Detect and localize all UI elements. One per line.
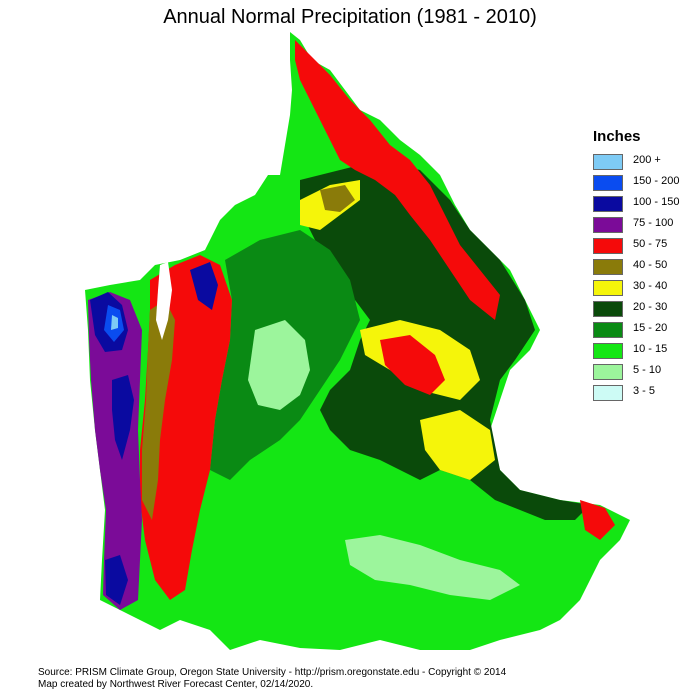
legend-swatch bbox=[593, 322, 623, 338]
legend-label: 200 + bbox=[633, 154, 661, 166]
puget-sound bbox=[156, 262, 172, 340]
source-line: Source: PRISM Climate Group, Oregon Stat… bbox=[38, 667, 507, 678]
credit-line: Map created by Northwest River Forecast … bbox=[38, 679, 314, 690]
region-200-plus bbox=[111, 315, 118, 330]
region-100-150-cascades bbox=[190, 262, 218, 310]
legend-swatch bbox=[593, 385, 623, 401]
region-50-75-north bbox=[295, 40, 500, 320]
legend-label: 40 - 50 bbox=[633, 259, 668, 271]
legend-item: 200 + bbox=[593, 153, 700, 174]
region-75-100-coast bbox=[88, 292, 142, 610]
legend-label: 20 - 30 bbox=[633, 301, 668, 313]
legend-item: 3 - 5 bbox=[593, 384, 700, 405]
legend-swatch bbox=[593, 280, 623, 296]
legend-swatch bbox=[593, 364, 623, 380]
region-100-150-coast bbox=[112, 375, 134, 460]
legend-item: 40 - 50 bbox=[593, 258, 700, 279]
legend-label: 3 - 5 bbox=[633, 385, 656, 397]
legend-label: 150 - 200 bbox=[633, 175, 680, 187]
legend-item: 10 - 15 bbox=[593, 342, 700, 363]
source-note: Source: PRISM Climate Group, Oregon Stat… bbox=[38, 667, 506, 691]
legend-items: 200 + 150 - 200 100 - 150 75 - 100 50 - 75 40… bbox=[593, 153, 700, 405]
legend-swatch bbox=[593, 238, 623, 254]
region-40-50-north bbox=[320, 185, 355, 212]
region-40-50-valley bbox=[142, 300, 175, 520]
map-title: Annual Normal Precipitation (1981 - 2010… bbox=[163, 6, 537, 28]
region-100-150-south bbox=[105, 555, 128, 605]
legend-swatch bbox=[593, 301, 623, 317]
legend-swatch bbox=[593, 154, 623, 170]
region-50-75-central bbox=[380, 335, 445, 395]
legend-label: 30 - 40 bbox=[633, 280, 668, 292]
legend-item: 30 - 40 bbox=[593, 279, 700, 300]
legend-swatch bbox=[593, 259, 623, 275]
legend: Inches 200 + 150 - 200 100 - 150 75 - 100 50… bbox=[593, 128, 700, 405]
legend-label: 100 - 150 bbox=[633, 196, 680, 208]
legend-item: 150 - 200 bbox=[593, 174, 700, 195]
legend-item: 15 - 20 bbox=[593, 321, 700, 342]
region-5-10-south bbox=[345, 535, 520, 600]
legend-swatch bbox=[593, 217, 623, 233]
region-50-75-se bbox=[580, 500, 615, 540]
legend-label: 50 - 75 bbox=[633, 238, 668, 250]
legend-label: 10 - 15 bbox=[633, 343, 668, 355]
legend-swatch bbox=[593, 196, 623, 212]
legend-item: 20 - 30 bbox=[593, 300, 700, 321]
legend-swatch bbox=[593, 343, 623, 359]
legend-label: 5 - 10 bbox=[633, 364, 662, 376]
legend-title: Inches bbox=[593, 128, 641, 145]
legend-item: 100 - 150 bbox=[593, 195, 700, 216]
region-30-40-se bbox=[420, 410, 495, 480]
legend-swatch bbox=[593, 175, 623, 191]
legend-label: 15 - 20 bbox=[633, 322, 668, 334]
legend-item: 50 - 75 bbox=[593, 237, 700, 258]
region-5-10 bbox=[248, 320, 310, 410]
legend-item: 75 - 100 bbox=[593, 216, 700, 237]
legend-label: 75 - 100 bbox=[633, 217, 674, 229]
legend-item: 5 - 10 bbox=[593, 363, 700, 384]
